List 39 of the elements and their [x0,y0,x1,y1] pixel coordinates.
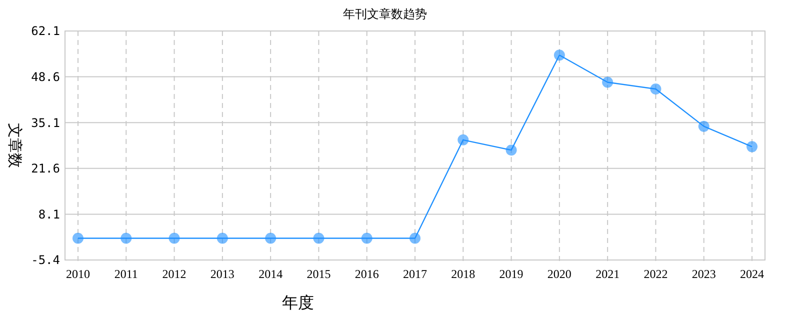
point [506,144,517,156]
y-tick-label: -5.4 [31,253,60,268]
x-axis-title: 年度 [282,293,314,312]
point [554,50,565,61]
point [410,232,420,244]
x-tick-label: 2019 [499,267,524,281]
point [746,141,758,152]
point [72,232,84,244]
x-tick-label: 2024 [740,267,764,281]
point [313,232,324,244]
point [361,232,372,244]
point [602,76,614,88]
x-tick-label: 2017 [403,267,427,281]
x-tick-label: 2013 [210,267,234,281]
point [120,232,132,244]
chart-title: 年刊文章数趋势 [343,7,427,21]
y-axis-title: 文章数 [6,123,24,168]
x-tick-label: 2020 [547,267,572,281]
x-tick-label: 2018 [451,267,476,281]
x-tick-label: 2022 [644,267,668,281]
x-tick-label: 2012 [162,267,186,281]
x-tick-label: 2015 [306,267,331,281]
x-tick-label: 2021 [596,267,620,281]
x-tick-label: 2016 [354,267,379,281]
y-tick-label: 35.1 [31,116,60,130]
point [650,84,662,95]
y-tick-label: 21.6 [31,162,60,176]
x-tick-label: 2010 [66,267,90,281]
x-tick-label: 2011 [114,267,138,281]
point [168,232,180,244]
x-tick-label: 2014 [258,267,283,281]
y-tick-label: 8.1 [38,207,60,222]
point [265,232,276,244]
y-tick-label: 62.1 [31,24,60,38]
point [458,134,469,146]
y-tick-label: 48.6 [31,70,60,84]
x-tick-label: 2023 [692,267,716,281]
point [698,120,710,132]
point [216,232,228,244]
